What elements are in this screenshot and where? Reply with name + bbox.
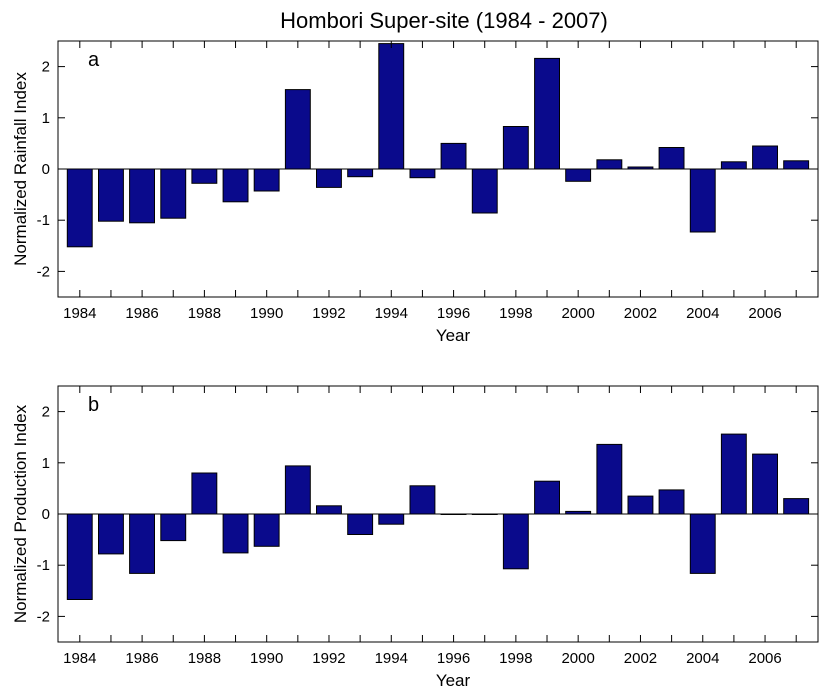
x-tick-labels: 1984 1986 1988 1990 1992 1994 1996 1998 2000 2002…	[63, 650, 782, 667]
x-tick-label: 1996	[437, 305, 470, 322]
bar-2003	[658, 147, 685, 170]
y-tick-label: 2	[42, 59, 50, 76]
bar-1991	[284, 465, 311, 515]
bar-1987	[160, 513, 187, 542]
y-tick-label: -1	[37, 212, 50, 229]
bar-1999	[534, 480, 560, 515]
bar-1992	[316, 168, 342, 188]
bar-1989	[222, 168, 249, 203]
y-tick-label: 2	[42, 404, 50, 421]
bars-rainfall	[66, 43, 810, 248]
axis-ticks	[58, 386, 818, 642]
panel-production: 1984 1986 1988 1990 1992 1994 1996 1998 2000 2002…	[11, 385, 819, 690]
y-tick-label: 0	[42, 506, 50, 523]
bar-2007	[783, 160, 810, 170]
y-tick-labels: -2 -1 0 1 2	[37, 59, 50, 281]
y-tick-label: -1	[37, 557, 50, 574]
panel-letter: b	[88, 394, 99, 416]
panel-rainfall: 1984 1986 1988 1990 1992 1994 1996 1998 2000 2002…	[11, 40, 819, 345]
y-tick-label: 1	[42, 455, 50, 472]
x-tick-label: 1988	[188, 650, 221, 667]
x-tick-label: 1986	[125, 650, 158, 667]
bar-2001	[596, 443, 623, 515]
x-tick-label: 1986	[125, 305, 158, 322]
bar-1987	[160, 168, 187, 219]
panel-letter: a	[88, 49, 100, 71]
bar-2004	[689, 513, 716, 574]
axis-ticks	[58, 41, 818, 297]
y-tick-labels: -2 -1 0 1 2	[37, 404, 50, 626]
bar-1992	[316, 505, 342, 515]
bar-1999	[534, 57, 560, 170]
bar-1985	[98, 513, 124, 555]
x-tick-label: 2004	[686, 305, 719, 322]
bar-2002	[627, 495, 654, 515]
bar-1985	[98, 168, 124, 222]
bar-1993	[347, 513, 374, 535]
bar-1988	[191, 168, 218, 184]
x-tick-label: 2002	[624, 305, 657, 322]
x-tick-label: 1998	[499, 305, 532, 322]
y-axis-label: Normalized Production Index	[11, 404, 30, 623]
bar-2001	[596, 159, 623, 170]
x-axis-label: Year	[436, 326, 471, 345]
bar-2005	[720, 433, 747, 515]
bar-1997	[471, 168, 498, 214]
bar-2007	[783, 498, 810, 515]
bar-1986	[129, 513, 156, 574]
x-tick-label: 1984	[63, 305, 96, 322]
bar-1996	[440, 142, 467, 170]
bar-1989	[222, 513, 249, 554]
bar-1994	[378, 43, 405, 170]
x-tick-label: 2000	[561, 305, 594, 322]
y-tick-label: 0	[42, 161, 50, 178]
x-tick-label: 2006	[748, 305, 781, 322]
bar-1995	[409, 485, 436, 515]
bar-1991	[284, 89, 311, 170]
x-tick-label: 2004	[686, 650, 719, 667]
x-tick-label: 1990	[250, 650, 283, 667]
x-tick-label: 1984	[63, 650, 96, 667]
x-tick-label: 1996	[437, 650, 470, 667]
bar-2004	[689, 168, 716, 233]
bar-1994	[378, 513, 405, 525]
bar-1998	[502, 126, 529, 170]
bar-1984	[66, 513, 93, 600]
y-axis-label: Normalized Rainfall Index	[11, 72, 30, 266]
bar-1998	[502, 513, 529, 570]
x-tick-label: 1988	[188, 305, 221, 322]
y-tick-label: -2	[37, 608, 50, 625]
x-tick-label: 1992	[312, 650, 345, 667]
y-tick-label: 1	[42, 110, 50, 127]
bar-1988	[191, 472, 218, 515]
x-axis-label: Year	[436, 671, 471, 690]
bar-1993	[347, 168, 374, 178]
bar-1995	[409, 168, 436, 179]
x-tick-label: 1998	[499, 650, 532, 667]
y-tick-label: -2	[37, 263, 50, 280]
bar-2005	[720, 161, 747, 170]
x-tick-label: 1990	[250, 305, 283, 322]
bar-1984	[66, 168, 93, 248]
x-tick-labels: 1984 1986 1988 1990 1992 1994 1996 1998 2000 2002…	[63, 305, 782, 322]
bar-1986	[129, 168, 156, 224]
bar-1990	[253, 513, 280, 547]
x-tick-label: 1994	[375, 650, 408, 667]
x-tick-label: 1992	[312, 305, 345, 322]
x-tick-label: 2006	[748, 650, 781, 667]
bar-2000	[565, 168, 592, 182]
x-tick-label: 1994	[375, 305, 408, 322]
bar-2006	[752, 453, 778, 515]
bar-2003	[658, 489, 685, 515]
figure-title: Hombori Super-site (1984 - 2007)	[280, 8, 608, 33]
x-tick-label: 2002	[624, 650, 657, 667]
bar-2006	[752, 145, 778, 170]
bars-production	[66, 433, 810, 600]
x-tick-label: 2000	[561, 650, 594, 667]
bar-1990	[253, 168, 280, 192]
